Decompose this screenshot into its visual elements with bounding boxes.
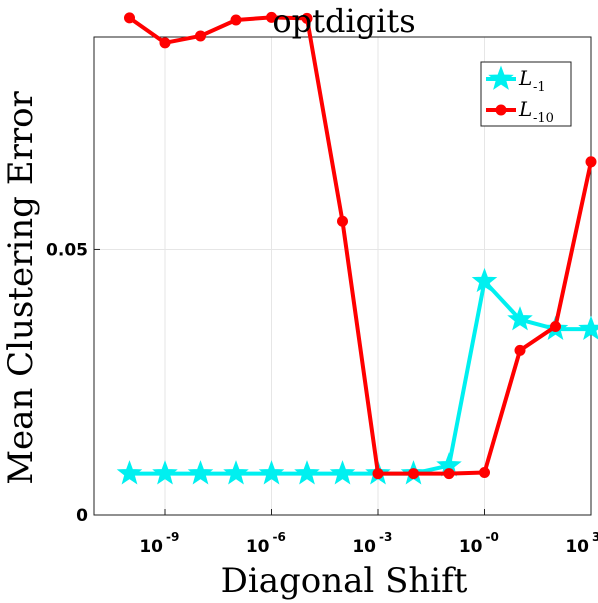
legend-marker [488, 65, 514, 90]
x-tick-base: 10 [565, 537, 589, 557]
x-tick-label: 10 -0 [459, 530, 499, 557]
legend-label: L [518, 97, 532, 121]
legend: L -1L -10 [480, 61, 572, 127]
legend-box [480, 61, 572, 127]
legend-label-subscript: -10 [533, 111, 554, 126]
star-marker [507, 306, 533, 331]
series-line [129, 279, 591, 476]
star-marker [294, 460, 320, 485]
x-tick-marks [164, 509, 592, 515]
x-tick-label: 10 -3 [352, 530, 392, 557]
star-marker [471, 267, 498, 293]
circle-marker [514, 344, 526, 356]
plot-frame [93, 36, 592, 516]
legend-entry: L -10 [486, 97, 554, 126]
circle-marker [479, 467, 490, 479]
legend-label: L [518, 66, 532, 90]
x-tick-label: 10 3 [565, 530, 598, 557]
x-tick-base: 10 [246, 537, 270, 557]
x-axis-label: Diagonal Shift [221, 561, 468, 601]
circle-marker [159, 37, 171, 49]
legend-marker [495, 104, 507, 116]
star-marker [258, 460, 285, 485]
circle-marker [585, 156, 597, 168]
x-tick-exponent: 3 [592, 530, 598, 544]
y-axis-label: Mean Clustering Error [1, 90, 41, 484]
circle-marker [195, 30, 206, 42]
x-tick-exponent: -0 [486, 530, 499, 544]
circle-marker [550, 320, 561, 332]
y-tick-labels: 00.05 [46, 240, 88, 526]
star-marker [329, 460, 356, 485]
y-tick-marks [94, 248, 100, 516]
circle-marker [266, 11, 277, 23]
x-tick-label: 10 -9 [139, 530, 179, 557]
y-tick-label: 0 [76, 506, 88, 526]
series-layer [116, 11, 598, 485]
x-tick-exponent: -6 [273, 530, 286, 544]
circle-marker [124, 12, 135, 24]
legend-entry: L -1 [486, 65, 546, 95]
star-marker [116, 460, 143, 485]
circle-marker [301, 12, 313, 24]
y-tick-label: 0.05 [46, 240, 88, 260]
x-tick-exponent: -9 [166, 530, 179, 544]
circle-marker [337, 215, 348, 227]
star-marker [578, 315, 598, 340]
series-2 [124, 11, 597, 480]
circle-marker [230, 14, 242, 26]
star-marker [223, 460, 249, 485]
star-marker [187, 460, 214, 485]
legend-label-subscript: -1 [533, 80, 546, 95]
legend-entries: L -1L -10 [486, 65, 554, 126]
series-line [128, 15, 593, 476]
circle-marker [372, 468, 384, 480]
series-1 [116, 267, 598, 485]
chart-title: optdigits [272, 2, 415, 40]
circle-marker [408, 468, 419, 480]
x-tick-label: 10 -6 [246, 530, 286, 557]
x-tick-labels: 10 -9 10 -6 10 -3 10 -0 10 3 [139, 530, 598, 557]
x-tick-base: 10 [352, 537, 376, 557]
x-tick-base: 10 [459, 537, 483, 557]
x-tick-base: 10 [139, 537, 163, 557]
x-tick-exponent: -3 [379, 530, 392, 544]
circle-marker [443, 468, 455, 480]
star-marker [152, 460, 178, 485]
